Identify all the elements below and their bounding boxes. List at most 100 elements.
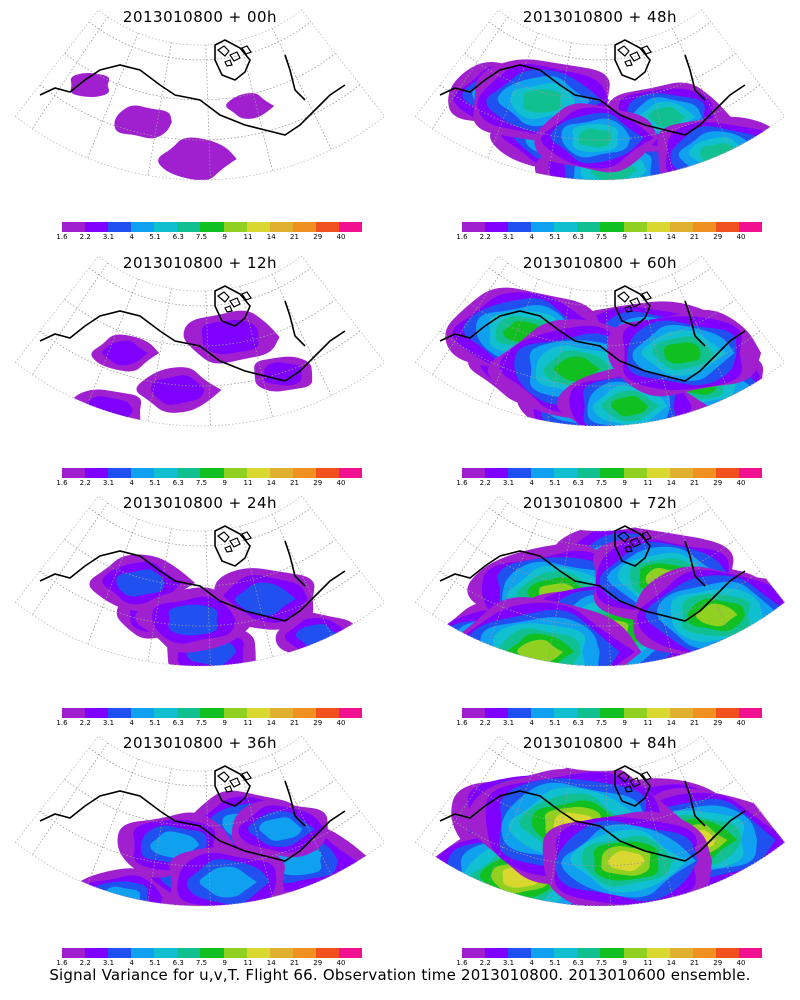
colorbar-tick-label: 4 [129, 479, 134, 487]
latitude-line [488, 747, 712, 787]
colorbar-tick-label: 2.2 [479, 719, 491, 727]
colorbar-swatch [646, 468, 670, 478]
colorbar-swatch [108, 708, 132, 718]
colorbar-labels: 1.6 2.2 3.1 4 5.1 6.3 7.5 9 11 14 21 29 40 [56, 479, 362, 489]
variance-contour [523, 89, 562, 113]
colorbar-tick-label: 6.3 [172, 719, 184, 727]
colorbar-tick-label: 4 [129, 959, 134, 967]
colorbar-swatch [738, 708, 763, 718]
variance-map [14, 735, 386, 907]
map-panel: 2013010800 + 12h 1.6 2.2 3.1 4 5.1 6.3 7.5 9 11 14… [0, 246, 400, 492]
colorbar-swatch [646, 222, 670, 232]
colorbar-swatch [508, 468, 532, 478]
colorbar-swatch [338, 708, 363, 718]
arctic-islands [617, 771, 652, 793]
colorbar-tick-label: 14 [266, 233, 276, 241]
colorbar-swatch [600, 948, 624, 958]
colorbar-swatch [338, 948, 363, 958]
colorbar-swatch [485, 222, 509, 232]
colorbar-tick-label: 7.5 [195, 233, 208, 241]
colorbar [62, 948, 363, 958]
map-panel: 2013010800 + 72h 1.6 2.2 3.1 4 5.1 6.3 7.5 9 11 14… [400, 486, 800, 732]
colorbar-tick-label: 4 [129, 719, 134, 727]
colorbar-tick-label: 21 [690, 479, 699, 487]
meridian-line [31, 16, 109, 129]
colorbar-swatch [131, 948, 155, 958]
colorbar-swatch [246, 708, 270, 718]
colorbar-swatch [485, 948, 509, 958]
colorbar-tick-label: 7.5 [595, 479, 608, 487]
meridian-line [147, 42, 172, 176]
map-panel: 2013010800 + 00h 1.6 2.2 3.1 4 5.1 6.3 7.5 9 11 14… [0, 0, 400, 246]
variance-contour [553, 356, 601, 382]
colorbar-tick-label: 29 [313, 959, 323, 967]
variance-contour [102, 340, 149, 366]
latitude-line [488, 21, 712, 61]
colorbar-swatch [531, 468, 555, 478]
map-frame [414, 9, 786, 181]
colorbar-swatch [577, 468, 601, 478]
colorbar-swatch [269, 468, 293, 478]
colorbar-swatch [669, 222, 693, 232]
colorbar-swatch [154, 708, 178, 718]
colorbar-swatch [269, 708, 293, 718]
coastline [39, 765, 346, 862]
latitude-line [39, 330, 361, 387]
meridian-line [271, 514, 332, 636]
meridian-line [639, 526, 673, 658]
arctic-islands [617, 45, 652, 67]
colorbar-swatch [200, 948, 224, 958]
colorbar-tick-label: 3.1 [102, 959, 115, 967]
map-frame [414, 255, 786, 427]
panel-title: 2013010800 + 84h [522, 734, 678, 752]
meridian-line [547, 528, 572, 662]
colorbar-tick-label: 21 [290, 233, 299, 241]
colorbar-swatch [154, 222, 178, 232]
meridian-line [31, 502, 109, 615]
colorbar-labels: 1.6 2.2 3.1 4 5.1 6.3 7.5 9 11 14 21 29 40 [56, 719, 362, 729]
colorbar-swatch [554, 708, 578, 718]
colorbar-tick-label: 9 [622, 233, 627, 241]
arctic-islands [217, 45, 252, 67]
meridian-line [431, 502, 509, 615]
colorbar-swatch [669, 468, 693, 478]
colorbar-swatch [177, 222, 201, 232]
variance-contour [607, 850, 645, 872]
colorbar-swatch [154, 948, 178, 958]
latitude-line [88, 507, 312, 547]
meridian-line [147, 528, 172, 662]
map-panel: 2013010800 + 84h 1.6 2.2 3.1 4 5.1 6.3 7.5 9 11 14… [400, 726, 800, 972]
panel-title: 2013010800 + 36h [122, 734, 278, 752]
coastline [439, 765, 746, 862]
variance-contour [150, 375, 205, 405]
colorbar-tick-label: 1.6 [456, 479, 468, 487]
colorbar-swatch [177, 948, 201, 958]
panel-title: 2013010800 + 24h [122, 494, 278, 512]
colorbar-tick-label: 1.6 [456, 959, 468, 967]
map-frame [14, 495, 386, 667]
panel-title: 2013010800 + 60h [522, 254, 678, 272]
colorbar-swatch [269, 222, 293, 232]
colorbar-tick-label: 40 [736, 719, 746, 727]
colorbar-swatch [577, 708, 601, 718]
colorbar-tick-label: 5.1 [549, 479, 561, 487]
colorbar-tick-label: 29 [713, 479, 723, 487]
colorbar-tick-label: 7.5 [595, 719, 608, 727]
meridian-line [87, 278, 139, 405]
colorbar-tick-label: 1.6 [456, 233, 468, 241]
colorbar-tick-label: 14 [666, 959, 676, 967]
colorbar-swatch [715, 708, 739, 718]
variance-contour [696, 603, 738, 627]
variance-contour [199, 866, 257, 898]
colorbar [462, 468, 763, 478]
latitude-line [488, 267, 712, 307]
meridian-line [239, 40, 273, 172]
variance-contour [150, 831, 200, 859]
colorbar [62, 468, 363, 478]
meridian-line [547, 768, 572, 902]
colorbar-swatch [154, 468, 178, 478]
colorbar-swatch [338, 222, 363, 232]
colorbar-labels: 1.6 2.2 3.1 4 5.1 6.3 7.5 9 11 14 21 29 40 [456, 719, 762, 729]
colorbar-tick-label: 11 [243, 233, 253, 241]
colorbar-swatch [692, 468, 716, 478]
